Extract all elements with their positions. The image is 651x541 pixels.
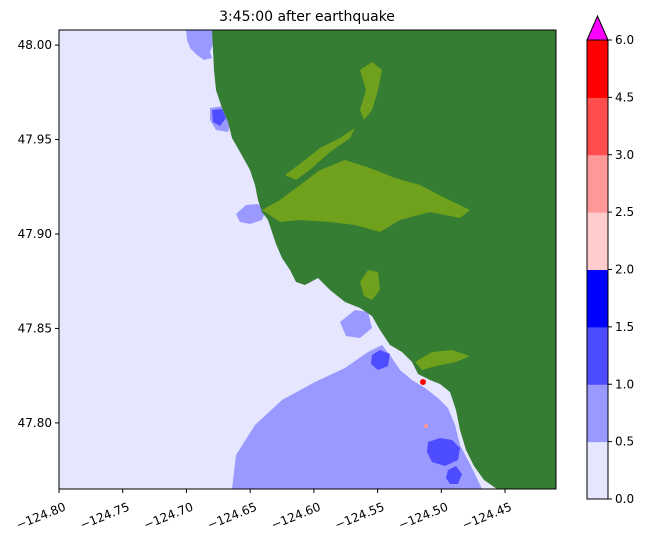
y-tick-label: 47.80 <box>18 416 52 430</box>
patch-1-4 <box>212 109 226 126</box>
y-tick-label: 48.00 <box>18 38 52 52</box>
y-tick-label: 47.90 <box>18 227 52 241</box>
inundation-south <box>415 350 470 370</box>
shelf-patch-bay <box>236 204 266 224</box>
x-tick-label: −124.45 <box>460 500 514 532</box>
colorbar-band <box>587 441 608 500</box>
colorbar-tick-label: 1.5 <box>615 320 634 334</box>
inundation-main <box>262 160 470 232</box>
heatmap-plot-area <box>59 30 556 489</box>
colorbar-band <box>587 269 608 328</box>
x-tick-label: −124.60 <box>269 500 323 532</box>
colorbar: 0.0 0.5 1.0 1.5 2.0 2.5 3.0 4.5 6.0 <box>586 14 634 506</box>
patch-1-1 <box>427 438 460 466</box>
axes-frame <box>58 29 557 490</box>
x-tick-label: −124.65 <box>205 500 259 532</box>
colorbar-band <box>587 212 608 270</box>
colorbar-tick-label: 2.5 <box>615 205 634 219</box>
colorbar-band <box>587 154 608 213</box>
y-tick-label: 47.95 <box>18 133 52 147</box>
patch-1-3 <box>446 466 462 484</box>
patch-1-2 <box>371 350 390 370</box>
hotspot-mid <box>424 424 428 428</box>
colorbar-extend-triangle <box>586 14 609 41</box>
inundation-upper <box>285 128 355 180</box>
hotspot-high <box>420 379 426 385</box>
x-tick-label: −124.75 <box>78 500 132 532</box>
colorbar-tick-label: 3.0 <box>615 148 634 162</box>
colorbar-band <box>587 384 608 443</box>
shelf-patch-north <box>186 30 216 60</box>
colorbar-tick-label: 6.0 <box>615 33 634 47</box>
x-tick-label: −124.80 <box>14 500 68 532</box>
x-axis: −124.80 −124.75 −124.70 −124.65 −124.60 −124.… <box>14 489 514 532</box>
shelf-region <box>232 345 482 489</box>
shelf-patch-mid <box>340 310 372 338</box>
colorbar-tick-label: 0.0 <box>615 492 634 506</box>
chart-title: 3:45:00 after earthquake <box>219 9 395 25</box>
x-tick-label: −124.55 <box>333 500 387 532</box>
colorbar-tick-label: 4.5 <box>615 90 634 104</box>
colorbar-band <box>587 326 608 385</box>
colorbar-tick-label: 1.0 <box>615 377 634 391</box>
colorbar-band <box>587 97 608 156</box>
y-axis: 47.80 47.85 47.90 47.95 48.00 <box>18 38 59 430</box>
land-region <box>212 30 556 489</box>
colorbar-band <box>587 40 608 98</box>
x-tick-label: −124.70 <box>142 500 196 532</box>
inundation-mid <box>360 270 380 300</box>
colorbar-tick-label: 0.5 <box>615 435 634 449</box>
y-tick-label: 47.85 <box>18 321 52 335</box>
colorbar-tick-label: 2.0 <box>615 263 634 277</box>
x-tick-label: −124.50 <box>397 500 451 532</box>
inundation-river-north <box>360 62 382 120</box>
